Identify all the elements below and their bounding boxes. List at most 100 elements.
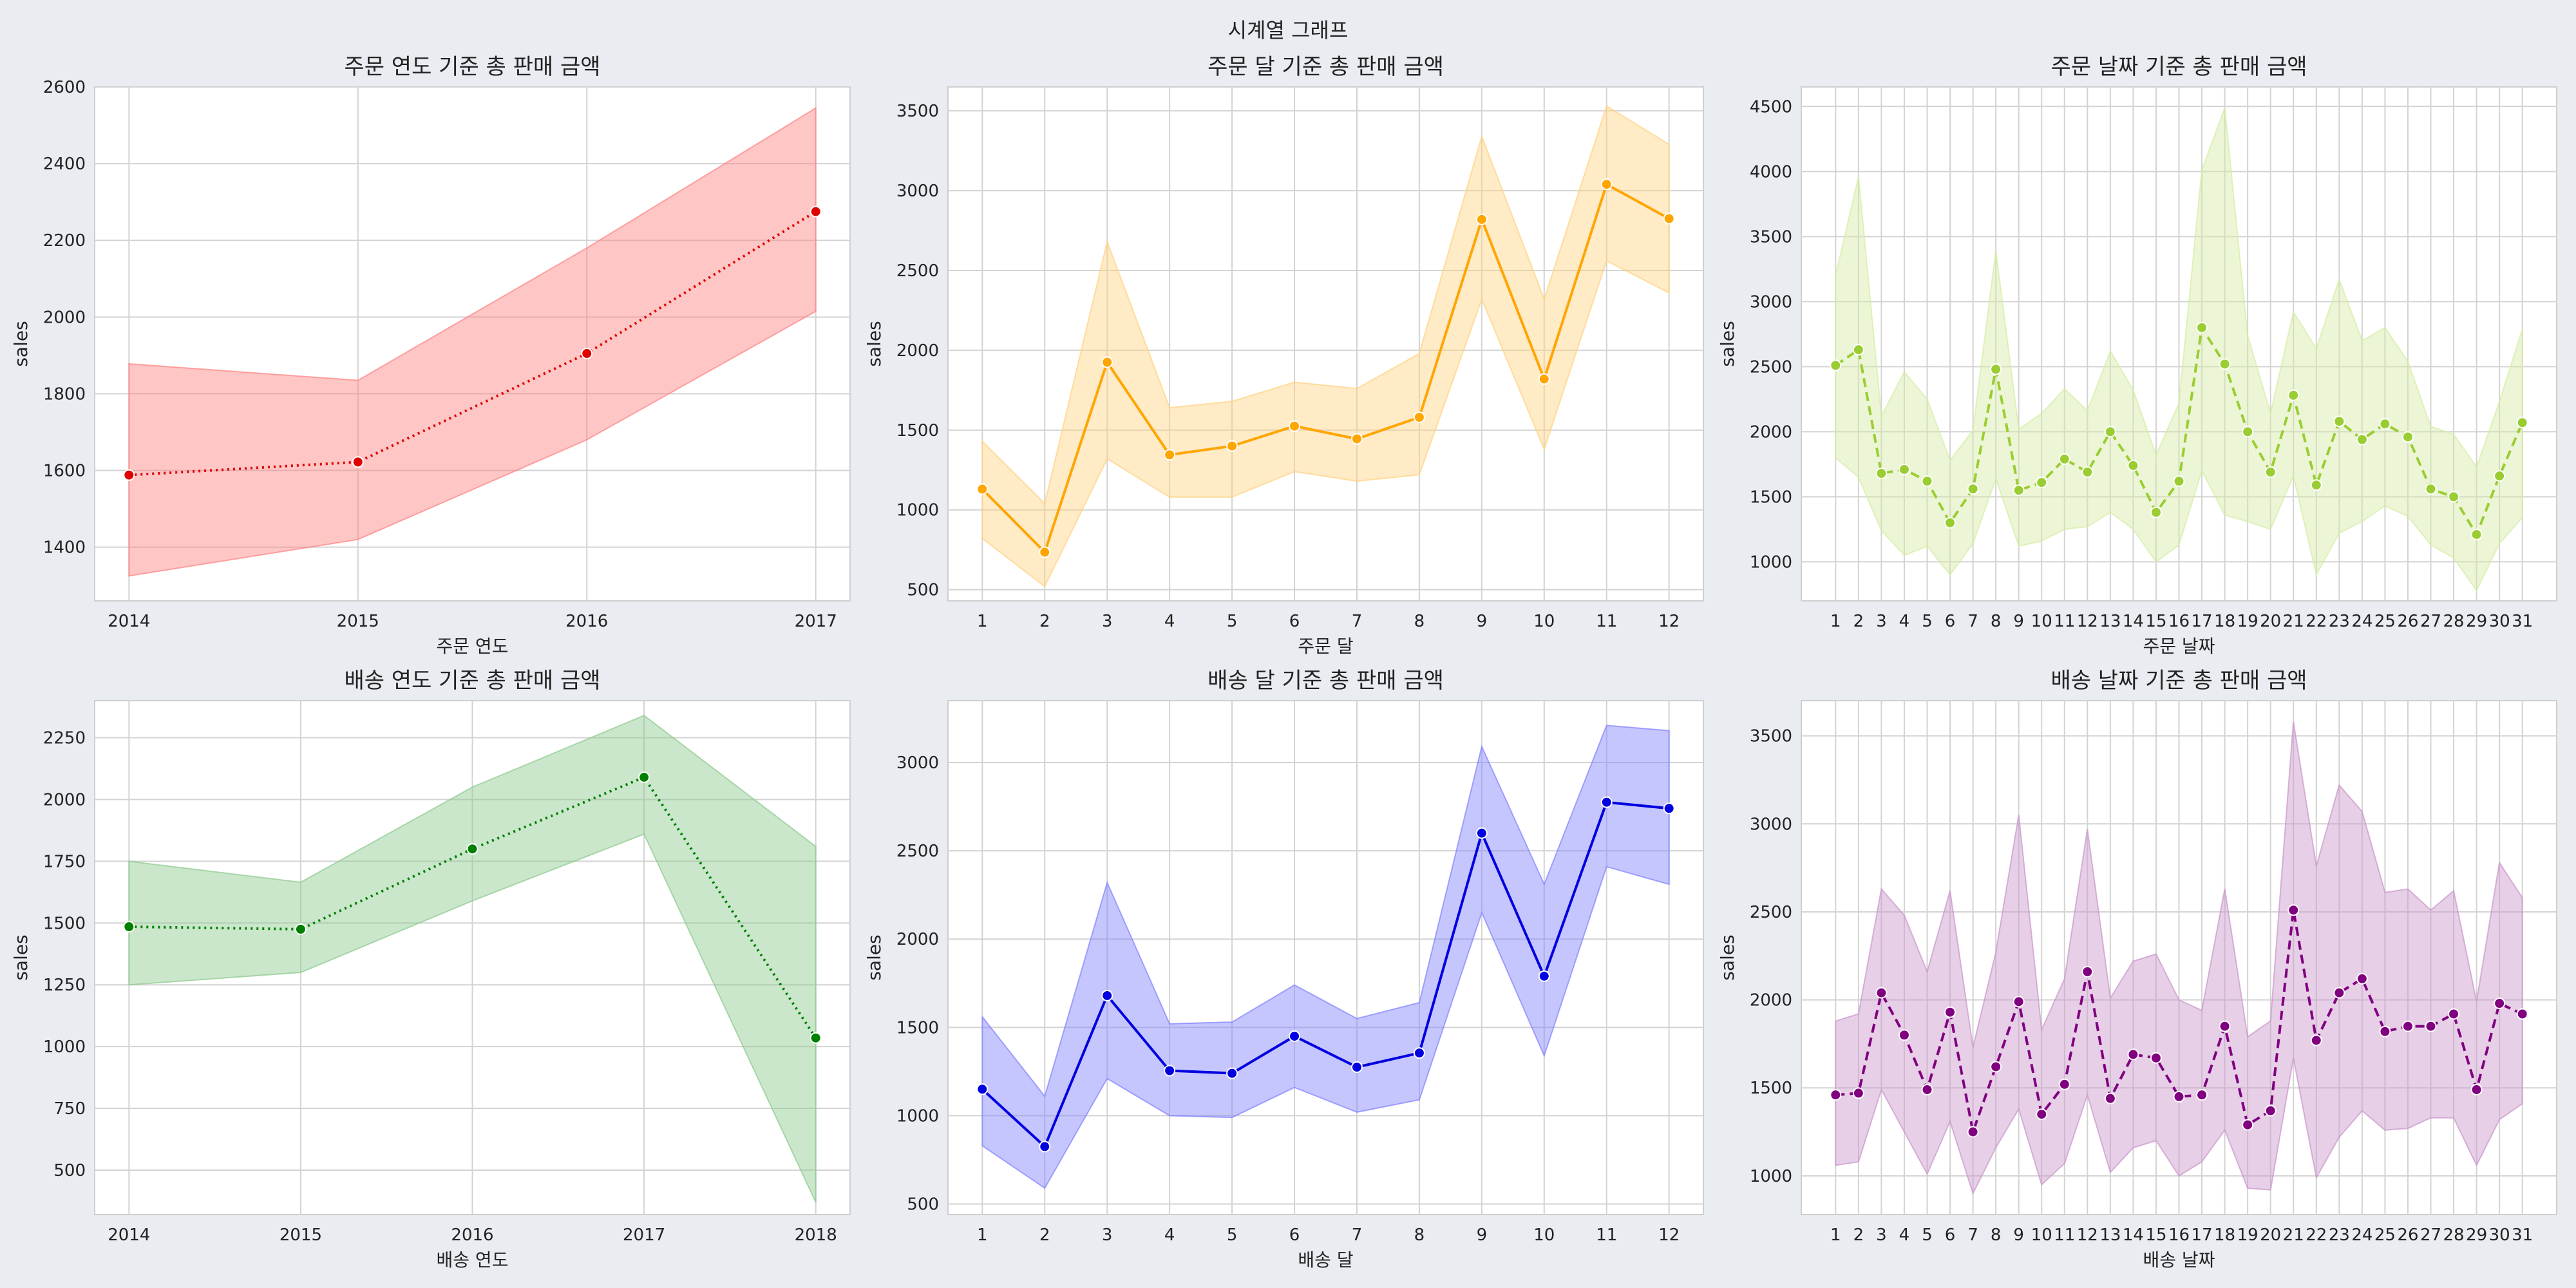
y-tick-label: 1000 (43, 1037, 86, 1057)
data-point (2448, 1008, 2460, 1020)
x-tick-label: 30 (2489, 612, 2510, 631)
x-tick-label: 2014 (108, 1226, 150, 1245)
data-point (1226, 440, 1238, 452)
x-tick-label: 15 (2145, 612, 2166, 631)
x-tick-label: 9 (2013, 1226, 2024, 1245)
data-point (2310, 1034, 2322, 1046)
data-point (1475, 827, 1488, 839)
data-point (1350, 1061, 1363, 1074)
x-tick-label: 2017 (795, 612, 837, 631)
x-axis-label: 주문 날짜 (2143, 636, 2215, 657)
x-tick-label: 4 (1164, 1226, 1175, 1245)
y-tick-label: 2500 (896, 842, 939, 861)
data-point (2036, 1108, 2048, 1121)
x-tick-label: 1 (1830, 612, 1841, 631)
x-tick-label: 12 (1658, 1226, 1680, 1245)
data-point (2356, 972, 2368, 985)
data-point (1898, 1029, 1910, 1041)
y-tick-label: 1600 (43, 462, 86, 481)
data-point (2219, 358, 2231, 370)
confidence-band (981, 105, 1670, 588)
data-point (2356, 433, 2368, 446)
data-point (2058, 453, 2070, 465)
x-tick-label: 16 (2168, 612, 2190, 631)
x-tick-label: 24 (2351, 1226, 2372, 1245)
subplot: 1 2 3 4 5 6 7 8 9 10 11 12 13 14 15 16 17 18 19 20 21 22 23 24 2… (1717, 668, 2557, 1271)
x-tick-label: 3 (1876, 612, 1887, 631)
data-point (2516, 1008, 2528, 1020)
x-tick-label: 28 (2443, 1226, 2464, 1245)
y-tick-label: 3500 (1750, 727, 1792, 746)
data-point (2242, 1119, 2254, 1131)
data-point (976, 1083, 989, 1095)
y-tick-label: 4500 (1750, 97, 1792, 117)
x-tick-label: 6 (1289, 612, 1300, 631)
x-tick-label: 2014 (108, 612, 150, 631)
y-tick-label: 500 (907, 581, 939, 600)
data-point (2470, 528, 2483, 540)
data-point (1921, 1083, 1933, 1095)
series-line (981, 183, 1670, 554)
x-axis-label: 주문 연도 (437, 636, 509, 657)
x-tick-label: 8 (1991, 1226, 2002, 1245)
subplot: 1 2 3 4 5 6 7 8 9 10 11 1250010001500200025003000배송… (864, 668, 1704, 1271)
x-tick-label: 5 (1227, 1226, 1238, 1245)
data-point (581, 347, 593, 359)
x-axis-label: 주문 달 (1298, 636, 1353, 657)
x-tick-label: 11 (2054, 1226, 2075, 1245)
x-tick-label: 18 (2214, 612, 2235, 631)
y-tick-label: 1250 (43, 976, 86, 995)
y-tick-label: 1000 (896, 501, 939, 520)
data-point (1039, 546, 1051, 558)
data-point (1990, 363, 2002, 375)
y-tick-label: 3000 (1750, 292, 1792, 312)
data-point (123, 921, 135, 933)
y-tick-label: 3500 (896, 102, 939, 121)
subplot-title: 배송 달 기준 총 판매 금액 (1208, 668, 1444, 694)
y-tick-label: 1500 (896, 1018, 939, 1037)
confidence-band (1835, 107, 2523, 592)
data-point (2264, 466, 2277, 478)
x-tick-label: 4 (1899, 612, 1910, 631)
data-point (1875, 987, 1888, 999)
data-point (1663, 802, 1675, 815)
x-tick-label: 13 (2099, 1226, 2121, 1245)
x-tick-label: 21 (2283, 612, 2304, 631)
data-point (2310, 479, 2322, 491)
data-point (2012, 484, 2025, 497)
confidence-band (128, 107, 817, 577)
y-tick-label: 3500 (1750, 227, 1792, 247)
y-tick-label: 1800 (43, 384, 86, 404)
y-tick-label: 2500 (1750, 903, 1792, 922)
y-axis-label: sales (10, 934, 32, 980)
data-point (1852, 1087, 1864, 1099)
x-tick-label: 6 (1289, 1226, 1300, 1245)
x-tick-label: 24 (2351, 612, 2372, 631)
x-tick-label: 2015 (279, 1226, 322, 1245)
data-point (2036, 477, 2048, 489)
data-point (1101, 989, 1113, 1001)
data-point (1600, 796, 1613, 808)
data-point (1289, 1030, 1301, 1043)
x-tick-label: 21 (2283, 1226, 2304, 1245)
subplot: 2014 2015 2016 2017 1400 1600 1800 2000 2200 2400… (10, 54, 851, 657)
data-point (1164, 449, 1176, 461)
data-point (2425, 1020, 2437, 1032)
data-point (294, 923, 307, 935)
x-tick-label: 7 (1967, 1226, 1978, 1245)
x-tick-label: 29 (2466, 1226, 2487, 1245)
x-tick-label: 7 (1352, 1226, 1363, 1245)
data-point (1350, 433, 1363, 445)
y-axis-label: sales (1717, 934, 1738, 980)
data-point (2012, 996, 2025, 1008)
x-tick-label: 22 (2306, 612, 2327, 631)
x-tick-label: 9 (1477, 612, 1488, 631)
x-tick-label: 23 (2329, 612, 2350, 631)
data-point (1413, 412, 1425, 423)
data-point (2104, 1092, 2116, 1104)
data-point (2401, 431, 2414, 443)
data-point (2425, 483, 2437, 495)
y-tick-label: 2400 (43, 155, 86, 174)
data-point (1830, 1089, 1842, 1101)
data-point (2448, 491, 2460, 503)
